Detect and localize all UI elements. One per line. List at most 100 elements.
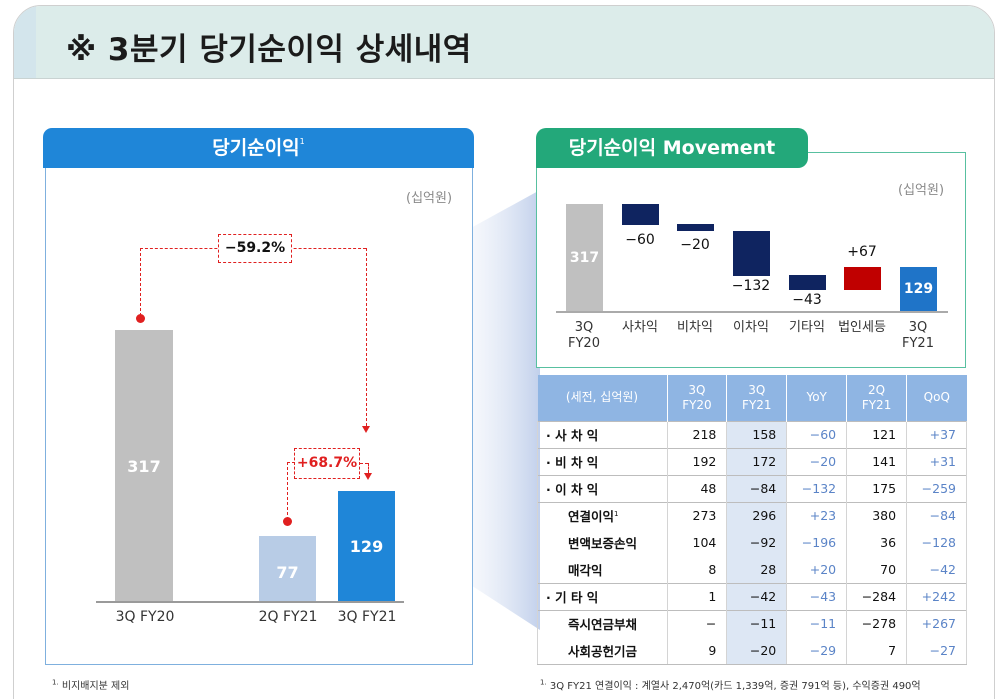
qoq-arrow-icon [364, 473, 372, 480]
header-text: 3Q [688, 382, 706, 397]
header-text: 3Q [748, 382, 766, 397]
cell-2q-fy21: 36 [846, 529, 908, 556]
qoq-dashed-line [287, 462, 288, 520]
label-line: FY20 [568, 336, 600, 351]
header-yoy: YoY [786, 375, 848, 421]
wf-label-3q-fy21: 3Q FY21 [888, 320, 948, 352]
cell-yoy: −60 [786, 420, 848, 448]
cell-yoy: −43 [786, 582, 848, 610]
net-income-detail-table: (세전, 십억원) 3Q FY20 3Q FY21 YoY 2Q FY21 QoQ ·… [537, 375, 967, 665]
cell-3q-fy21: −42 [726, 582, 788, 610]
qoq-change-badge: +68.7% [294, 448, 360, 479]
wf-label-bichaik: 비차익 [677, 320, 713, 335]
yoy-arrow-icon [362, 426, 370, 433]
wf-value-gitaik: −43 [792, 292, 822, 308]
bar-value: 317 [127, 456, 161, 476]
wf-label-tax: 법인세등 [838, 320, 886, 335]
bar-2q-fy21: 77 [259, 536, 316, 602]
cell-yoy: −132 [786, 474, 848, 502]
bar-value: 129 [349, 537, 384, 556]
table-row: · 기 타 익 1 −42 −43 −284 +242 [537, 582, 967, 610]
header-qoq: QoQ [906, 375, 967, 421]
table-row: 변액보증손익 104 −92 −196 36 −128 [537, 529, 967, 556]
footnote-text: 비지배지분 제외 [61, 681, 130, 692]
wf-bar-gitaik [789, 275, 826, 290]
cell-qoq: −42 [906, 556, 967, 583]
cell-3q-fy20: 104 [667, 529, 728, 556]
qoq-dashed-line [287, 462, 295, 463]
right-unit-label: (십억원) [898, 183, 945, 198]
x-label-2q-fy21: 2Q FY21 [258, 609, 318, 625]
wf-bar-tax [844, 267, 881, 290]
movement-x-axis [556, 311, 948, 313]
table-header-row: (세전, 십억원) 3Q FY20 3Q FY21 YoY 2Q FY21 QoQ [537, 375, 967, 421]
header-2q-fy21: 2Q FY21 [846, 375, 908, 421]
table-row: · 비 차 익 192 172 −20 141 +31 [537, 447, 967, 475]
row-label: 사회공헌기금 [537, 637, 668, 665]
cell-2q-fy21: −278 [846, 609, 908, 637]
cell-qoq: −84 [906, 501, 967, 529]
wf-label-3q-fy20: 3Q FY20 [554, 320, 614, 352]
cell-qoq: +31 [906, 447, 967, 475]
qoq-dashed-line [368, 463, 369, 473]
bar-value: 77 [276, 562, 299, 582]
row-label: 연결이익1 [537, 501, 668, 529]
label-line: FY21 [902, 336, 934, 351]
cell-qoq: −128 [906, 529, 967, 556]
footnote-marker: 1 [614, 510, 619, 519]
cell-yoy: +20 [786, 556, 848, 583]
cell-yoy: −20 [786, 447, 848, 475]
qoq-dashed-line [360, 463, 368, 464]
cell-qoq: +242 [906, 582, 967, 610]
wf-value: 317 [569, 249, 600, 266]
cell-2q-fy21: 175 [846, 474, 908, 502]
cell-3q-fy21: 158 [726, 420, 788, 448]
yoy-dashed-line [140, 248, 141, 316]
cell-3q-fy20: 273 [667, 501, 728, 529]
cell-3q-fy21: 172 [726, 447, 788, 475]
cell-3q-fy21: 28 [726, 556, 788, 583]
cell-yoy: +23 [786, 501, 848, 529]
table-footnote: 1. 3Q FY21 연결이익 : 계열사 2,470억(카드 1,339억, … [540, 677, 921, 692]
wf-bar-3q-fy21: 129 [900, 267, 937, 311]
wf-value-bichaik: −20 [680, 237, 710, 253]
label-line: 3Q [574, 320, 594, 335]
footnote-marker: 1. [540, 678, 547, 687]
footnote-marker: 1. [52, 678, 59, 687]
cell-3q-fy20: 1 [667, 582, 728, 610]
bar-3q-fy20: 317 [115, 330, 173, 602]
cell-qoq: +37 [906, 420, 967, 448]
table-row: 즉시연금부채 − −11 −11 −278 +267 [537, 609, 967, 637]
net-income-chart-header: 당기순이익1 [43, 128, 474, 168]
row-label: 변액보증손익 [537, 529, 668, 556]
footnote-text: 3Q FY21 연결이익 : 계열사 2,470억(카드 1,339억, 증권 … [549, 681, 921, 692]
wf-value-tax: +67 [847, 244, 877, 260]
cell-qoq: −259 [906, 474, 967, 502]
x-label-3q-fy20: 3Q FY20 [115, 609, 175, 625]
header-text: 2Q [868, 382, 886, 397]
row-label: · 이 차 익 [537, 474, 668, 502]
left-unit-label: (십억원) [406, 191, 453, 206]
footnote-marker: 1 [299, 137, 305, 146]
wf-value: 129 [903, 281, 934, 297]
cell-3q-fy20: 48 [667, 474, 728, 502]
row-label: · 사 차 익 [537, 420, 668, 448]
page-title: ※ 3분기 당기순이익 상세내역 [66, 32, 472, 68]
cell-3q-fy20: 8 [667, 556, 728, 583]
row-label: 매각익 [537, 556, 668, 583]
left-footnote: 1. 비지배지분 제외 [52, 677, 129, 692]
header-text: YoY [806, 390, 827, 405]
cell-3q-fy20: − [667, 609, 728, 637]
x-label-3q-fy21: 3Q FY21 [337, 609, 397, 625]
header-text: FY21 [861, 397, 892, 412]
wf-bar-3q-fy20: 317 [566, 204, 603, 311]
header-label: (세전, 십억원) [537, 375, 668, 421]
header-text: FY21 [742, 397, 772, 412]
cell-yoy: −29 [786, 637, 848, 665]
cell-2q-fy21: 7 [846, 637, 908, 665]
cell-3q-fy20: 9 [667, 637, 728, 665]
table-row: · 사 차 익 218 158 −60 121 +37 [537, 420, 967, 448]
cell-yoy: −196 [786, 529, 848, 556]
yoy-change-badge: −59.2% [218, 234, 292, 263]
row-label: · 기 타 익 [537, 582, 668, 610]
